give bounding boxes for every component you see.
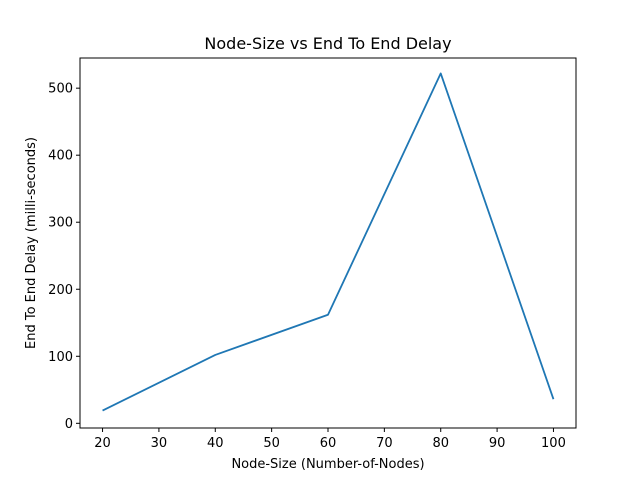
x-tick-label: 90 — [489, 436, 506, 451]
x-tick-label: 30 — [151, 436, 168, 451]
y-tick-label: 200 — [48, 283, 73, 298]
series-layer — [102, 72, 555, 412]
x-tick-label: 40 — [207, 436, 224, 451]
y-tick-label: 300 — [48, 216, 73, 231]
y-axis-label: End To End Delay (milli-seconds) — [24, 137, 39, 349]
x-axis-label: Node-Size (Number-of-Nodes) — [231, 457, 424, 472]
x-tick-label: 20 — [94, 436, 111, 451]
y-axis: 0 100 200 300 400 500 — [48, 82, 80, 432]
x-tick-label: 80 — [432, 436, 449, 451]
x-tick-label: 100 — [541, 436, 566, 451]
y-tick-label: 100 — [48, 350, 73, 365]
y-tick-label: 0 — [65, 417, 73, 432]
x-tick-label: 50 — [263, 436, 280, 451]
x-tick-label: 70 — [376, 436, 393, 451]
y-tick-label: 500 — [48, 82, 73, 97]
plot-area-frame — [79, 57, 577, 429]
y-tick-label: 400 — [48, 149, 73, 164]
series-line — [102, 72, 555, 412]
chart-title: Node-Size vs End To End Delay — [204, 34, 451, 53]
x-axis: 20 30 40 50 60 70 80 90 100 — [94, 428, 566, 451]
x-tick-label: 60 — [320, 436, 337, 451]
